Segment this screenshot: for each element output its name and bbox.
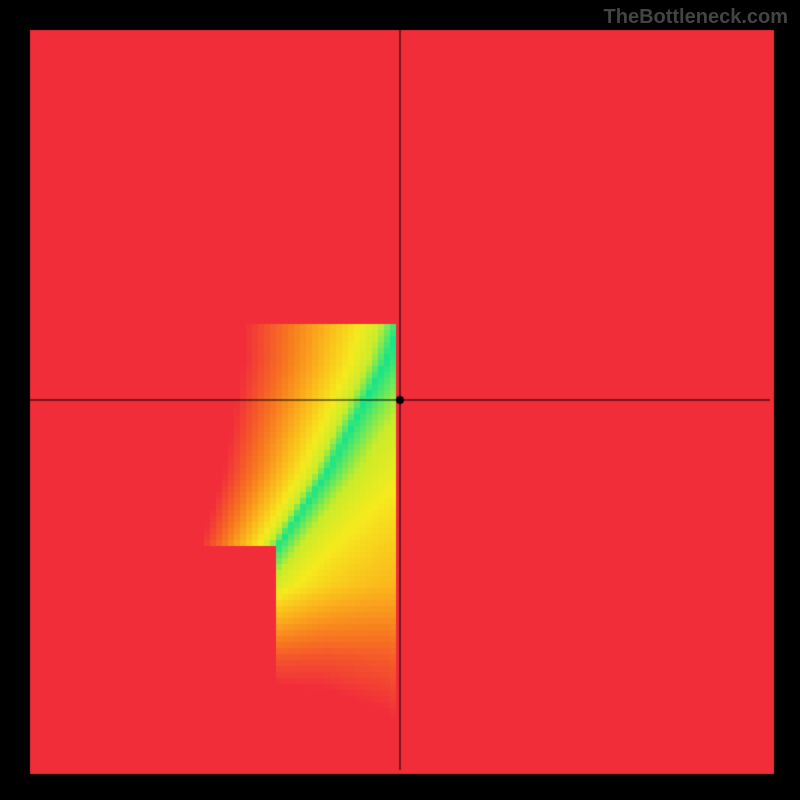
heatmap-canvas	[0, 0, 800, 800]
watermark-text: TheBottleneck.com	[604, 6, 788, 29]
chart-container: TheBottleneck.com	[0, 0, 800, 800]
